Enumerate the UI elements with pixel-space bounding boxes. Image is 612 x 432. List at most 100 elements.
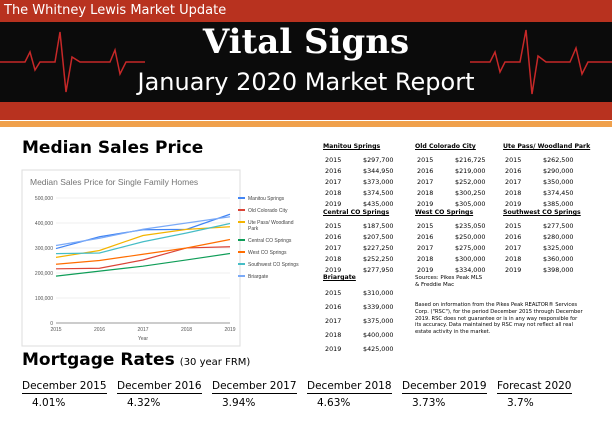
sources: Sources: Pikes Peak MLS & Freddie Mac [415,275,483,288]
region-year: 2018 [417,189,434,197]
region-price: $374,450 [543,189,574,197]
series-line [55,222,231,255]
region-year: 2018 [417,255,434,263]
region-name: West CO Springs [415,209,474,216]
series-line [55,238,231,265]
region-year: 2015 [325,156,342,164]
region-price: $360,000 [543,255,574,263]
rate-value: 3.73% [412,397,446,409]
y-tick-label: 300,000 [35,246,53,252]
region-year: 2017 [325,244,342,252]
region-price: $297,700 [363,156,394,164]
region-price: $373,000 [363,178,394,186]
x-tick-label: 2015 [50,327,61,333]
region-name: Manitou Springs [323,143,381,150]
y-tick-label: 500,000 [35,196,53,202]
region-year: 2016 [325,167,342,175]
region-year: 2019 [417,266,434,274]
title: Vital Signs [202,22,410,62]
x-tick-label: 2018 [181,327,192,333]
y-tick-label: 0 [50,321,53,327]
region-year: 2016 [325,303,342,311]
region-price: $339,000 [363,303,394,311]
rate-label: December 2017 [212,380,297,394]
region-price: $252,250 [363,255,394,263]
rate-value: 4.63% [317,397,351,409]
region-name: Central CO Springs [323,209,390,216]
region-price: $300,000 [455,255,486,263]
mortgage-note: (30 year FRM) [179,357,251,368]
ecg-left [0,31,145,93]
rate-label: December 2016 [117,380,202,394]
region-price: $207,500 [363,233,394,241]
region-year: 2017 [325,317,342,325]
region-price: $310,000 [363,289,394,297]
region-year: 2015 [417,222,434,230]
region-name: Southwest CO Springs [503,209,581,216]
ecg-right [470,29,612,95]
series-line [55,252,231,277]
chart: Median Sales Price for Single Family Hom… [21,169,299,347]
region-year: 2015 [417,156,434,164]
rate-value: 3.7% [507,397,534,409]
region-price: $344,950 [363,167,394,175]
region-price: $350,000 [543,178,574,186]
region-year: 2017 [417,244,434,252]
region-price: $334,000 [455,266,486,274]
region-name: Briargate [323,274,356,281]
brand: The Whitney Lewis Market Update [4,3,227,18]
region-price: $250,000 [455,233,486,241]
region-price: $300,250 [455,189,486,197]
region-year: 2019 [505,266,522,274]
series-line [55,246,231,270]
region-price: $435,000 [363,200,394,208]
region-price: $262,500 [543,156,574,164]
rate-label: December 2018 [307,380,392,394]
legend-label: Manitou Springs [248,196,285,202]
region-price: $305,000 [455,200,486,208]
region-price: $385,000 [543,200,574,208]
region-price: $290,000 [543,167,574,175]
region-year: 2015 [505,222,522,230]
region-price: $277,950 [363,266,394,274]
series-line [55,216,231,247]
region-name: Old Colorado City [415,143,476,150]
region-year: 2016 [505,233,522,241]
x-tick-label: 2019 [224,327,235,333]
region-year: 2016 [505,167,522,175]
legend-label: Old Colorado City [248,208,288,214]
region-year: 2015 [325,222,342,230]
rate-label: December 2019 [402,380,487,394]
region-price: $187,500 [363,222,394,230]
region-year: 2017 [417,178,434,186]
region-year: 2018 [325,255,342,263]
header-top-band [0,0,612,22]
disclaimer: Based on information from the Pikes Peak… [415,302,583,336]
region-year: 2016 [325,233,342,241]
region-year: 2016 [417,167,434,175]
region-year: 2015 [505,156,522,164]
region-price: $275,000 [455,244,486,252]
region-year: 2019 [325,266,342,274]
region-price: $280,000 [543,233,574,241]
region-year: 2019 [325,200,342,208]
rate-value: 4.32% [127,397,161,409]
region-year: 2019 [417,200,434,208]
x-tick-label: 2016 [94,327,105,333]
region-name: Ute Pass/ Woodland Park [503,143,591,150]
subtitle: January 2020 Market Report [137,68,475,96]
region-year: 2018 [325,189,342,197]
region-price: $219,000 [455,167,486,175]
y-tick-label: 100,000 [35,296,53,302]
region-price: $400,000 [363,331,394,339]
mortgage-title: Mortgage Rates [22,350,175,370]
rate-value: 3.94% [222,397,256,409]
region-year: 2019 [325,345,342,353]
rate-label: December 2015 [22,380,107,394]
region-price: $375,000 [363,317,394,325]
region-price: $398,000 [543,266,574,274]
x-tick-label: 2017 [137,327,148,333]
chart-title: Median Sales Price for Single Family Hom… [30,177,198,187]
region-year: 2017 [325,178,342,186]
region-year: 2016 [417,233,434,241]
